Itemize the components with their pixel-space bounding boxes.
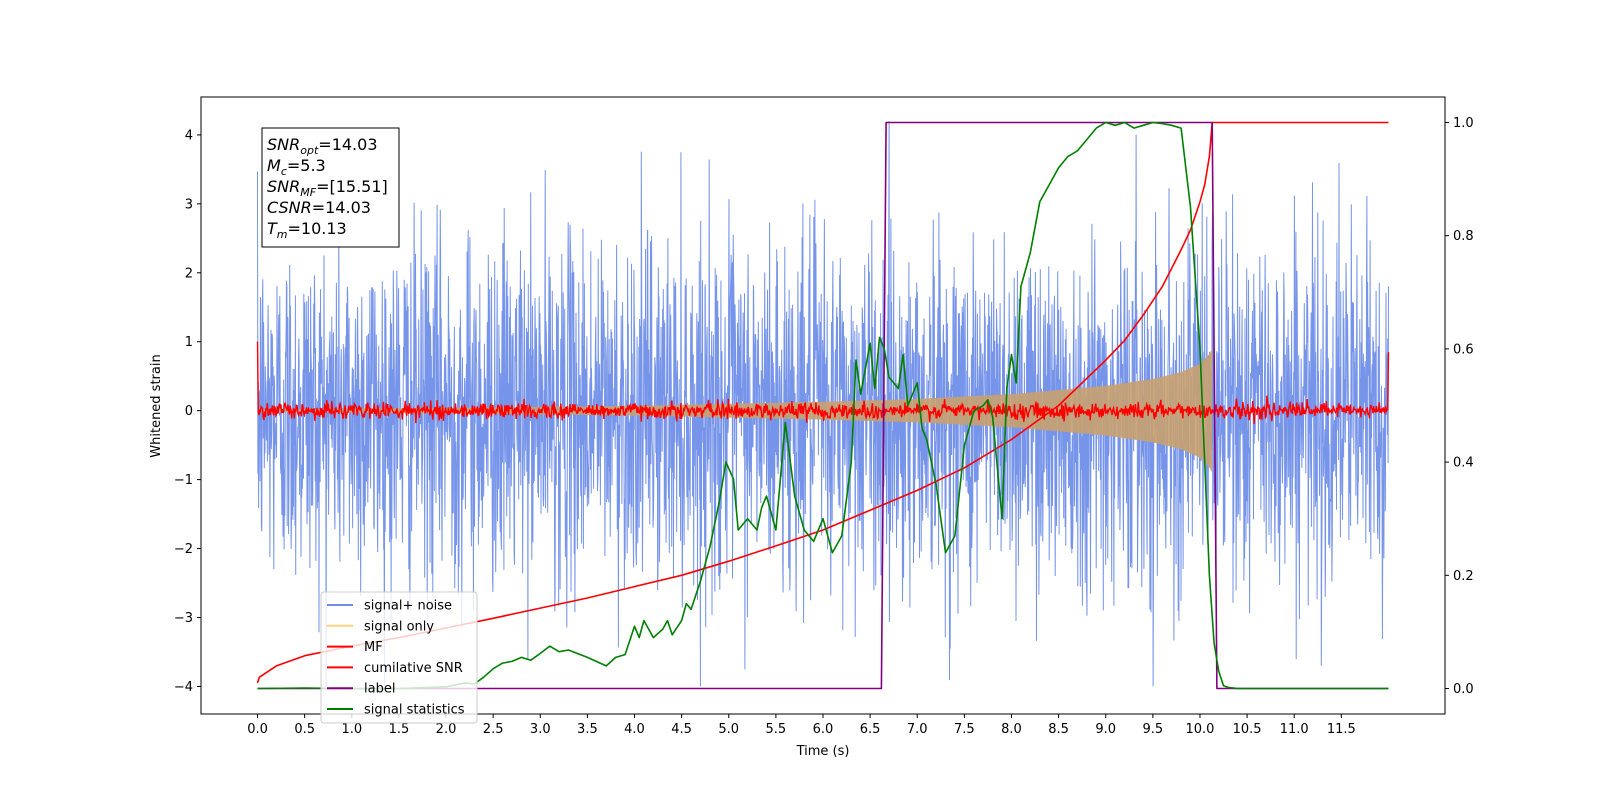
stat-mc-value: =5.3 [287,156,326,175]
stat-tm-value: =10.13 [288,219,347,238]
stat-snr-mf: SNRMF=[15.51] [267,177,388,199]
y-right-tick-label: 0.0 [1453,682,1474,697]
x-tick-label: 0.5 [294,722,315,737]
y-left-tick-label: −3 [174,611,193,626]
y-left-tick-label: −2 [174,542,193,557]
stats-box: SNRopt=14.03 Mc=5.3 SNRMF=[15.51] CSNR=1… [261,127,400,248]
x-tick-label: 8.5 [1048,722,1069,737]
x-tick-label: 2.5 [483,722,504,737]
y-left-tick-label: −4 [174,680,193,695]
y-right-tick-label: 0.6 [1453,342,1474,357]
legend-label: signal+ noise [364,599,452,614]
x-tick-label: 3.5 [577,722,598,737]
x-tick-label: 7.5 [954,722,975,737]
x-tick-label: 2.0 [436,722,457,737]
x-tick-label: 6.5 [860,722,881,737]
y-left-tick-label: 4 [185,128,193,143]
stat-snr-mf-sub: MF [300,186,316,199]
x-tick-label: 6.0 [813,722,834,737]
y-left-tick-label: 1 [185,335,193,350]
stat-csnr: CSNR=14.03 [267,198,371,217]
stat-csnr-label: CSNR [267,198,312,217]
y-right-tick-label: 1.0 [1453,116,1474,131]
x-tick-label: 10.5 [1233,722,1262,737]
y-right-tick-label: 0.8 [1453,229,1474,244]
stat-snr-mf-label: SNR [267,177,300,196]
stat-mc-label: M [267,156,281,175]
y-left-tick-label: 3 [185,197,193,212]
x-tick-label: 4.5 [671,722,692,737]
stat-tm: Tm=10.13 [267,219,347,241]
x-tick-label: 11.5 [1327,722,1356,737]
legend-label: signal only [364,619,434,634]
series-signal-statistics [257,121,1389,690]
stat-csnr-value: =14.03 [312,198,371,217]
stat-tm-sub: m [277,228,288,241]
series-mf [256,341,1390,424]
x-tick-label: 4.0 [624,722,645,737]
legend-label: label [364,682,395,697]
x-tick-label: 0.0 [247,722,268,737]
stat-snr-opt-label: SNR [267,135,300,154]
stat-snr-opt-sub: opt [300,144,319,157]
x-tick-label: 8.0 [1001,722,1022,737]
x-tick-label: 5.0 [718,722,739,737]
x-tick-label: 7.0 [907,722,928,737]
legend-frame [320,591,478,724]
stat-snr-mf-value: =[15.51] [316,177,388,196]
stat-mc-sub: c [281,165,287,178]
x-tick-label: 9.0 [1095,722,1116,737]
x-tick-label: 10.0 [1185,722,1214,737]
y-left-tick-label: 0 [185,404,193,419]
stat-mc: Mc=5.3 [267,156,326,178]
x-tick-label: 11.0 [1280,722,1309,737]
y-right-tick-label: 0.4 [1453,456,1474,471]
y-left-tick-label: 2 [185,266,193,281]
series-signal-noise [257,121,1389,687]
stat-snr-opt-value: =14.03 [318,135,377,154]
x-tick-label: 9.5 [1143,722,1164,737]
legend-items: signal+ noise signal only MF cumilative SNR… [327,599,465,718]
legend-label: cumilative SNR [364,661,463,676]
y-right-tick-label: 0.2 [1453,569,1474,584]
x-tick-label: 1.0 [341,722,362,737]
axis-ticks: 0.0 0.5 1.0 1.5 2.0 2.5 3.0 3.5 4.0 4.5 5.0 5.5 6.0 6… [174,116,1474,737]
y-left-tick-label: −1 [174,473,193,488]
legend-label: MF [364,640,383,655]
legend-label: signal statistics [364,703,465,718]
stat-snr-opt: SNRopt=14.03 [267,135,378,157]
x-axis-label: Time (s) [796,744,850,759]
stats-box-frame [261,127,400,248]
y-axis-label: Whitened strain [149,354,164,457]
x-tick-label: 5.5 [766,722,787,737]
x-tick-label: 1.5 [389,722,410,737]
stat-tm-label: T [267,219,278,238]
x-tick-label: 3.0 [530,722,551,737]
legend: signal+ noise signal only MF cumilative SNR… [320,591,478,724]
